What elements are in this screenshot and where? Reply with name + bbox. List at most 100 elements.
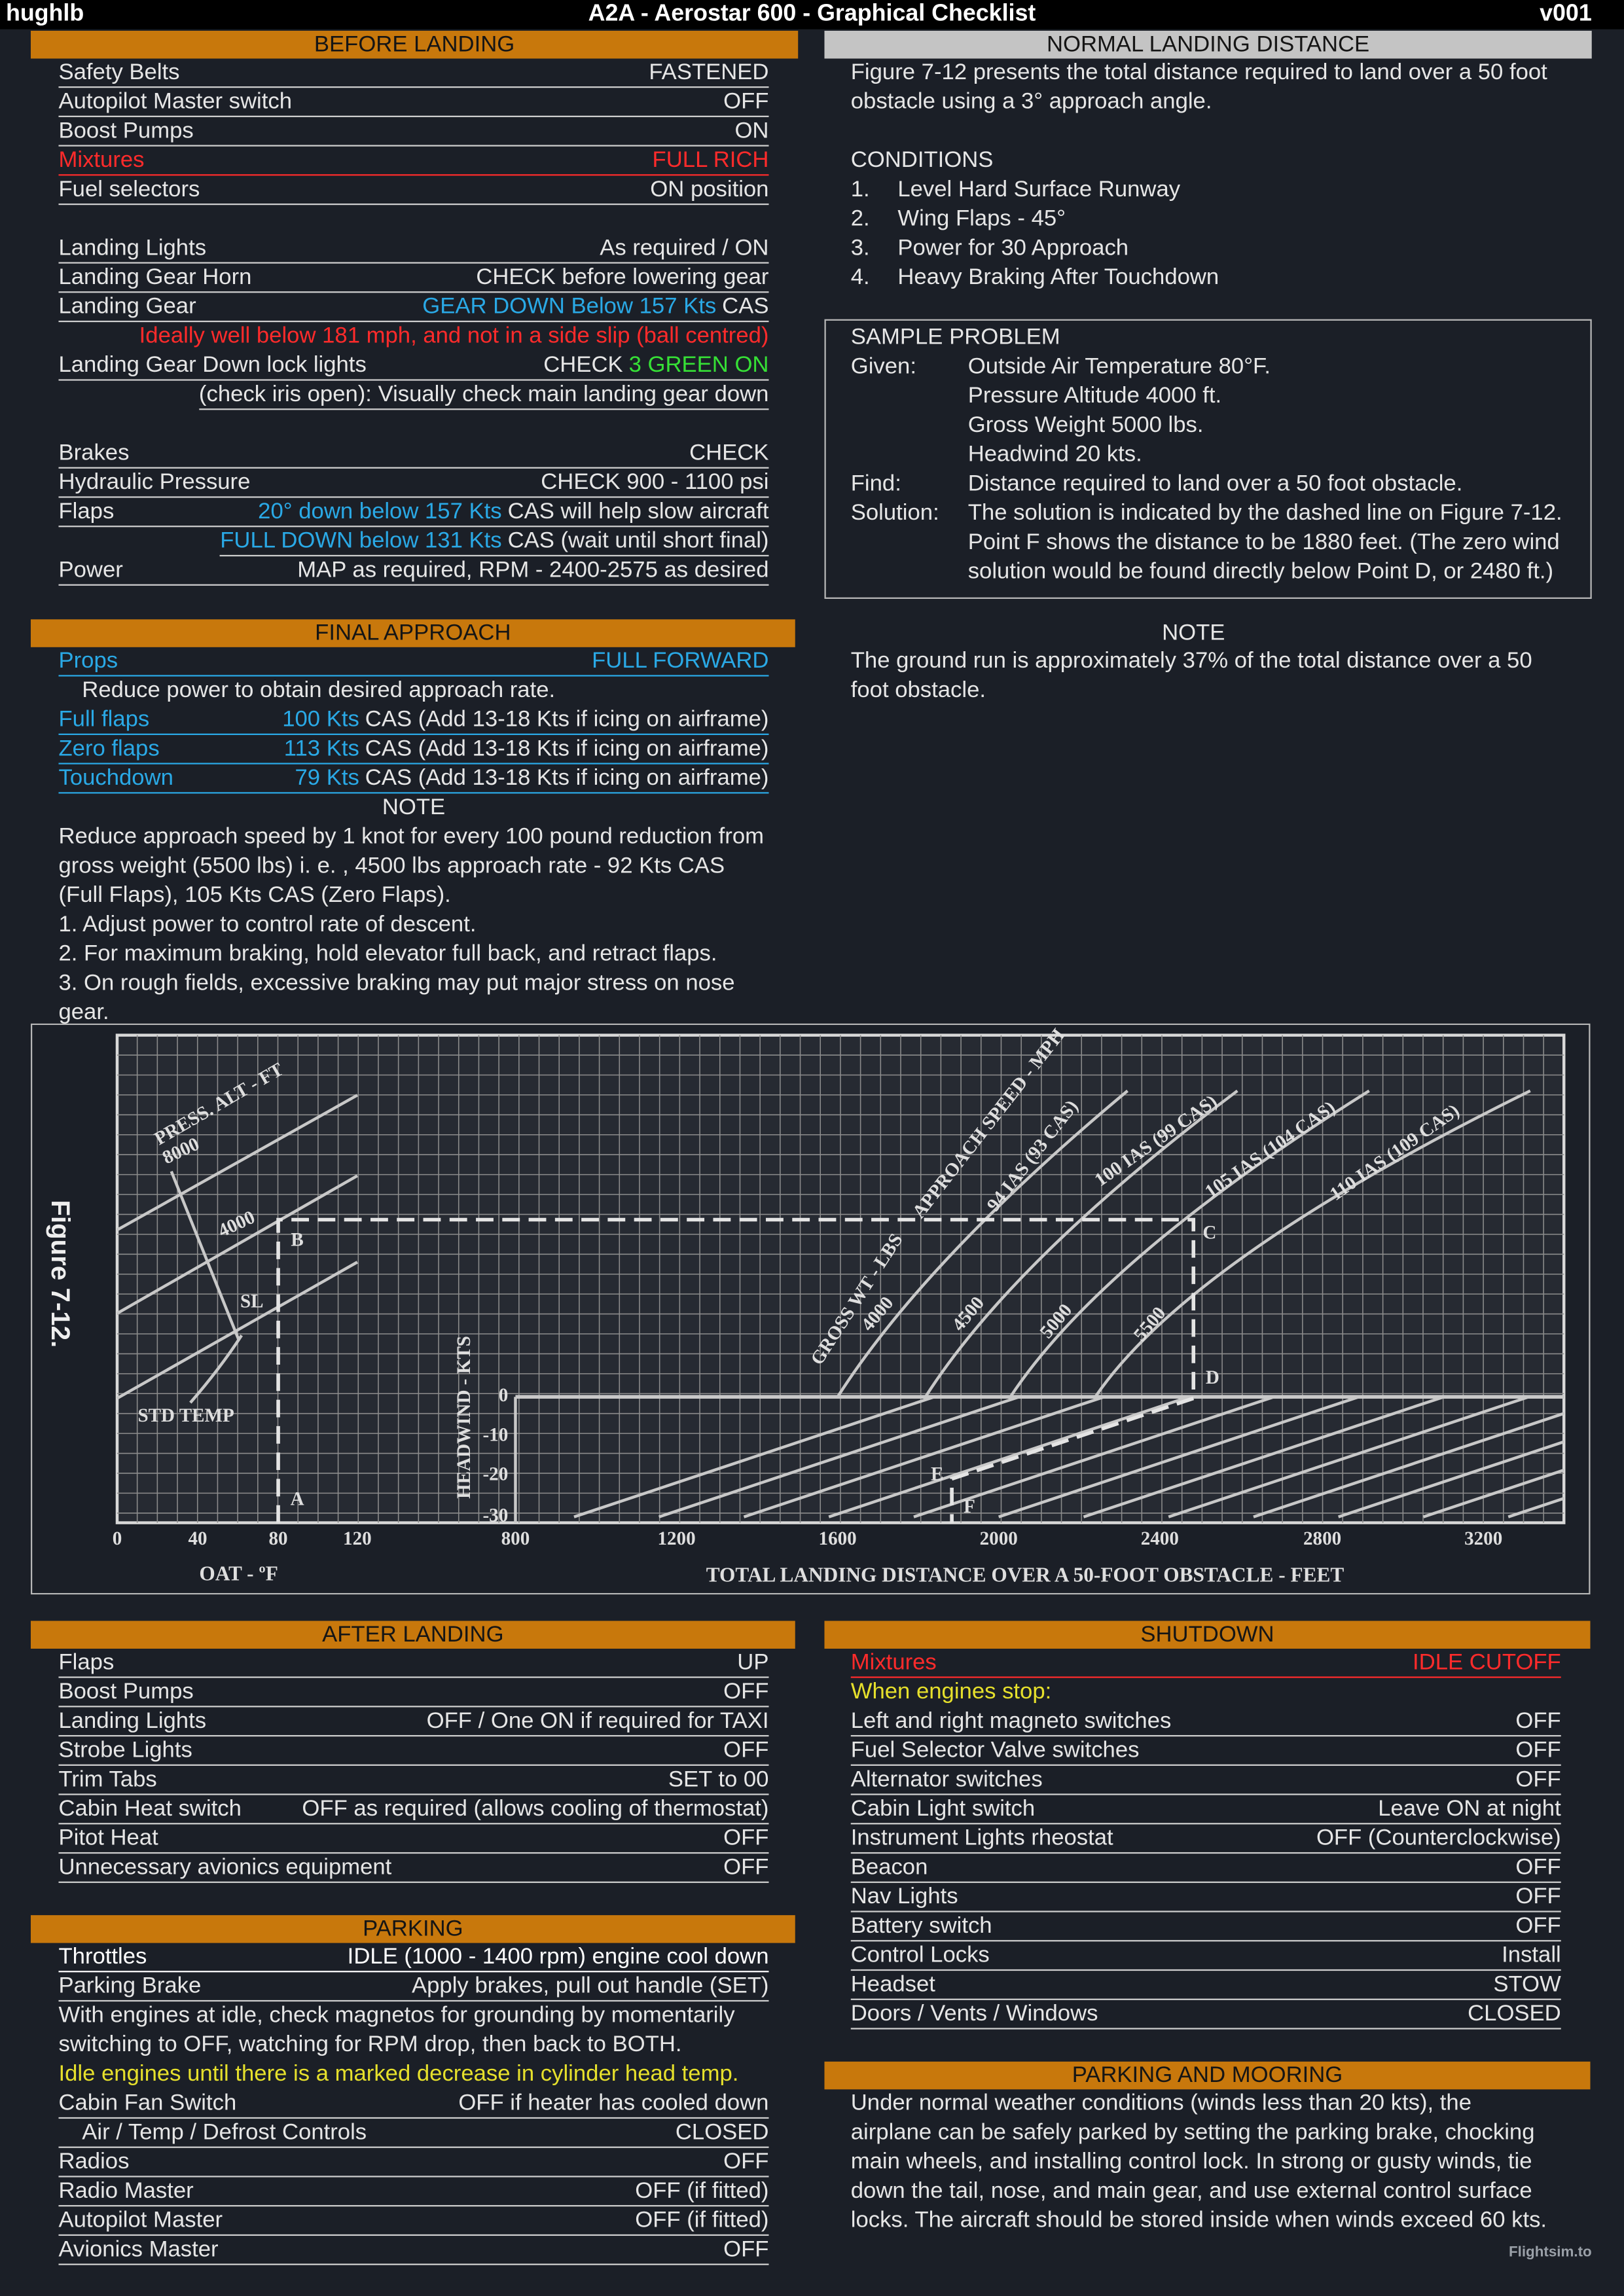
checklist-row: Flaps 20° down below 157 Kts CAS will help…	[58, 498, 768, 528]
figure-label: -10	[483, 1424, 509, 1445]
text: OFF	[1515, 1913, 1561, 1939]
item: Mixtures	[851, 1649, 937, 1677]
label: Given:	[850, 354, 917, 380]
text: Wing Flaps - 45°	[897, 206, 1066, 232]
item: Air / Temp / Defrost Controls	[58, 2119, 367, 2147]
label: Solution:	[850, 501, 939, 526]
figure-label: TOTAL LANDING DISTANCE OVER A 50-FOOT OB…	[706, 1564, 1344, 1587]
text: Nav Lights	[850, 1884, 958, 1910]
value: FULL DOWN below 131 Kts CAS (wait until s…	[220, 527, 769, 557]
item: Fuel Selector Valve switches	[851, 1736, 1140, 1765]
value: IDLE (1000 - 1400 rpm) engine cool down	[348, 1943, 769, 1971]
text: Landing Gear Horn	[58, 264, 252, 290]
item: Boost Pumps	[58, 1678, 193, 1706]
item: Instrument Lights rheostat	[851, 1824, 1113, 1852]
item: Radios	[58, 2148, 129, 2176]
item: Flaps	[58, 498, 114, 526]
item: Left and right magneto switches	[851, 1707, 1172, 1735]
checklist-row: Unnecessary avionics equipment OFF	[58, 1854, 768, 1883]
text: Headset	[850, 1972, 935, 1998]
text: Strobe Lights	[58, 1738, 192, 1763]
checklist-row: Full flaps 100 Kts CAS (Add 13-18 Kts if i…	[58, 706, 768, 736]
item: Fuel selectors	[58, 175, 200, 204]
sample-line: Given: Outside Air Temperature 80°F.	[851, 353, 1583, 382]
checklist-row: Props FULL FORWARD	[58, 647, 768, 677]
text: Install	[1502, 1943, 1561, 1968]
value: OFF if heater has cooled down	[458, 2089, 768, 2117]
checklist-row: Headset STOW	[850, 1971, 1561, 2000]
text: Full flaps	[58, 707, 150, 732]
checklist-row: FULL DOWN below 131 Kts CAS (wait until s…	[58, 527, 769, 557]
figure-label: 80	[269, 1528, 288, 1549]
checklist-row: Alternator switches OFF	[850, 1766, 1561, 1795]
value: OFF	[723, 1736, 768, 1765]
checklist-row: Fuel selectors ON position	[58, 175, 769, 206]
figure-label: D	[1206, 1367, 1219, 1388]
checklist-row: Cabin Light switch Leave ON at night	[850, 1795, 1561, 1825]
sample-problem: Given: Outside Air Temperature 80°F. Press…	[851, 353, 1583, 587]
item: Cabin Heat switch	[58, 1795, 241, 1823]
text: IDLE CUTOFF	[1413, 1650, 1561, 1676]
text: IDLE (1000 - 1400 rpm) engine cool down	[347, 1944, 769, 1969]
sample-line: Point F shows the distance to be 1880 fe…	[851, 529, 1583, 558]
text: CHECK before lowering gear	[476, 264, 769, 290]
number: 4.	[850, 264, 870, 290]
text: Flaps	[58, 499, 115, 524]
text: Cabin Fan Switch	[58, 2090, 237, 2116]
figure-label: 2400	[1141, 1528, 1179, 1549]
figure: Figure 7-12. PRESS. ALT - FT80004000SLST…	[30, 1023, 1591, 1595]
figure-label: 1200	[657, 1528, 695, 1549]
value: OFF	[1515, 1854, 1561, 1882]
value: OFF / One ON if required for TAXI	[427, 1707, 769, 1735]
text: OFF (if fitted)	[635, 2178, 769, 2204]
text: SET to 00	[668, 1767, 769, 1793]
checklist-row: Boost Pumps ON	[58, 117, 768, 147]
checklist-row: Landing Gear Down lock lights CHECK 3 GREE…	[58, 351, 768, 381]
sample-line: Solution: The solution is indicated by th…	[851, 499, 1583, 529]
value: STOW	[1493, 1971, 1561, 1999]
text: 20° down below 157 Kts	[258, 499, 502, 524]
item: Flaps	[58, 1649, 114, 1677]
guide-curve	[924, 1089, 1238, 1398]
headwind-guides	[573, 1397, 1564, 1518]
text: ON position	[650, 177, 769, 202]
value: OFF (if fitted)	[635, 2178, 768, 2206]
text: As required / ON	[600, 236, 769, 261]
value: FULL FORWARD	[592, 647, 768, 675]
text: CHECK	[543, 353, 623, 378]
text: Radio Master	[58, 2178, 194, 2204]
value: OFF	[723, 2148, 768, 2176]
guide-line	[116, 1174, 358, 1315]
value: Leave ON at night	[1378, 1795, 1561, 1823]
guide-curve	[1009, 1089, 1370, 1398]
value: GEAR DOWN Below 157 Kts CAS	[422, 293, 768, 321]
text: OFF / One ON if required for TAXI	[426, 1708, 769, 1734]
shutdown: Mixtures IDLE CUTOFF When engines stop: Lef…	[850, 1649, 1561, 2030]
section-header: BEFORE LANDING	[30, 30, 799, 59]
text: Battery switch	[850, 1913, 992, 1939]
text: OFF	[723, 1855, 769, 1880]
item: Radio Master	[58, 2178, 193, 2206]
text: Landing Gear	[58, 294, 196, 319]
text: Cabin Heat switch	[58, 1796, 242, 1821]
checklist-row: Cabin Heat switch OFF as required (allows…	[58, 1795, 768, 1825]
figure-label: B	[291, 1230, 303, 1251]
figure-label: F	[964, 1496, 975, 1517]
sample-line: solution would be found directly below P…	[851, 558, 1583, 587]
section-header: AFTER LANDING	[30, 1621, 795, 1649]
section-header: NORMAL LANDING DISTANCE	[824, 30, 1592, 59]
figure-label: 2800	[1303, 1528, 1341, 1549]
value: FULL RICH	[653, 147, 769, 175]
item: Full flaps	[58, 706, 149, 734]
text-line: Reduce approach speed by 1 knot for ever…	[58, 824, 765, 908]
section-header: SHUTDOWN	[824, 1621, 1591, 1649]
checklist-row: Throttles IDLE (1000 - 1400 rpm) engine c…	[58, 1943, 768, 1973]
text: Instrument Lights rheostat	[850, 1825, 1113, 1851]
value: OFF (Counterclockwise)	[1316, 1824, 1561, 1852]
checklist-row: Nav Lights OFF	[850, 1883, 1561, 1912]
checklist-row: Landing Gear GEAR DOWN Below 157 Kts CAS	[58, 293, 768, 323]
checklist-row: Avionics Master OFF	[58, 2236, 768, 2265]
checklist-row: Control Locks Install	[850, 1941, 1561, 1971]
figure-label: OAT - ºF	[199, 1562, 278, 1585]
value: MAP as required, RPM - 2400-2575 as desi…	[297, 556, 768, 584]
